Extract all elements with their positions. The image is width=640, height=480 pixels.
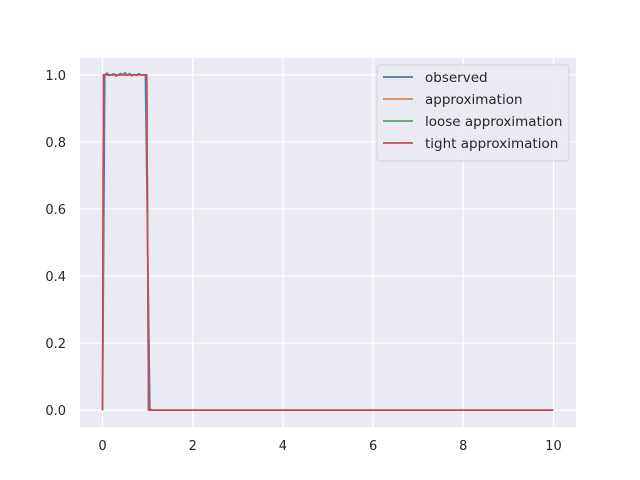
y-tick-label: 0.2 bbox=[45, 337, 66, 352]
x-tick-label: 10 bbox=[545, 439, 562, 454]
legend-box bbox=[376, 64, 570, 162]
tick-labels: 0 2 4 6 8 10 0.0 0.2 0.4 0.6 0.8 1.0 bbox=[45, 69, 561, 454]
y-tick-label: 0.0 bbox=[45, 404, 66, 419]
y-tick-label: 0.8 bbox=[45, 136, 66, 151]
x-tick-label: 4 bbox=[279, 439, 287, 454]
y-tick-label: 0.6 bbox=[45, 203, 66, 218]
legend-label: loose approximation bbox=[425, 114, 562, 130]
series-line-tight-approximation bbox=[101, 73, 554, 412]
x-tick-label: 6 bbox=[369, 439, 377, 454]
y-tick-label: 1.0 bbox=[45, 69, 66, 84]
legend: observed approximation loose approximation… bbox=[376, 64, 570, 162]
legend-label: approximation bbox=[425, 92, 523, 108]
y-tick-label: 0.4 bbox=[45, 270, 66, 285]
series-layer bbox=[101, 71, 554, 412]
legend-label: tight approximation bbox=[425, 136, 558, 152]
legend-label: observed bbox=[425, 70, 488, 86]
x-tick-label: 0 bbox=[98, 439, 106, 454]
x-tick-label: 2 bbox=[189, 439, 197, 454]
x-tick-label: 8 bbox=[459, 439, 467, 454]
